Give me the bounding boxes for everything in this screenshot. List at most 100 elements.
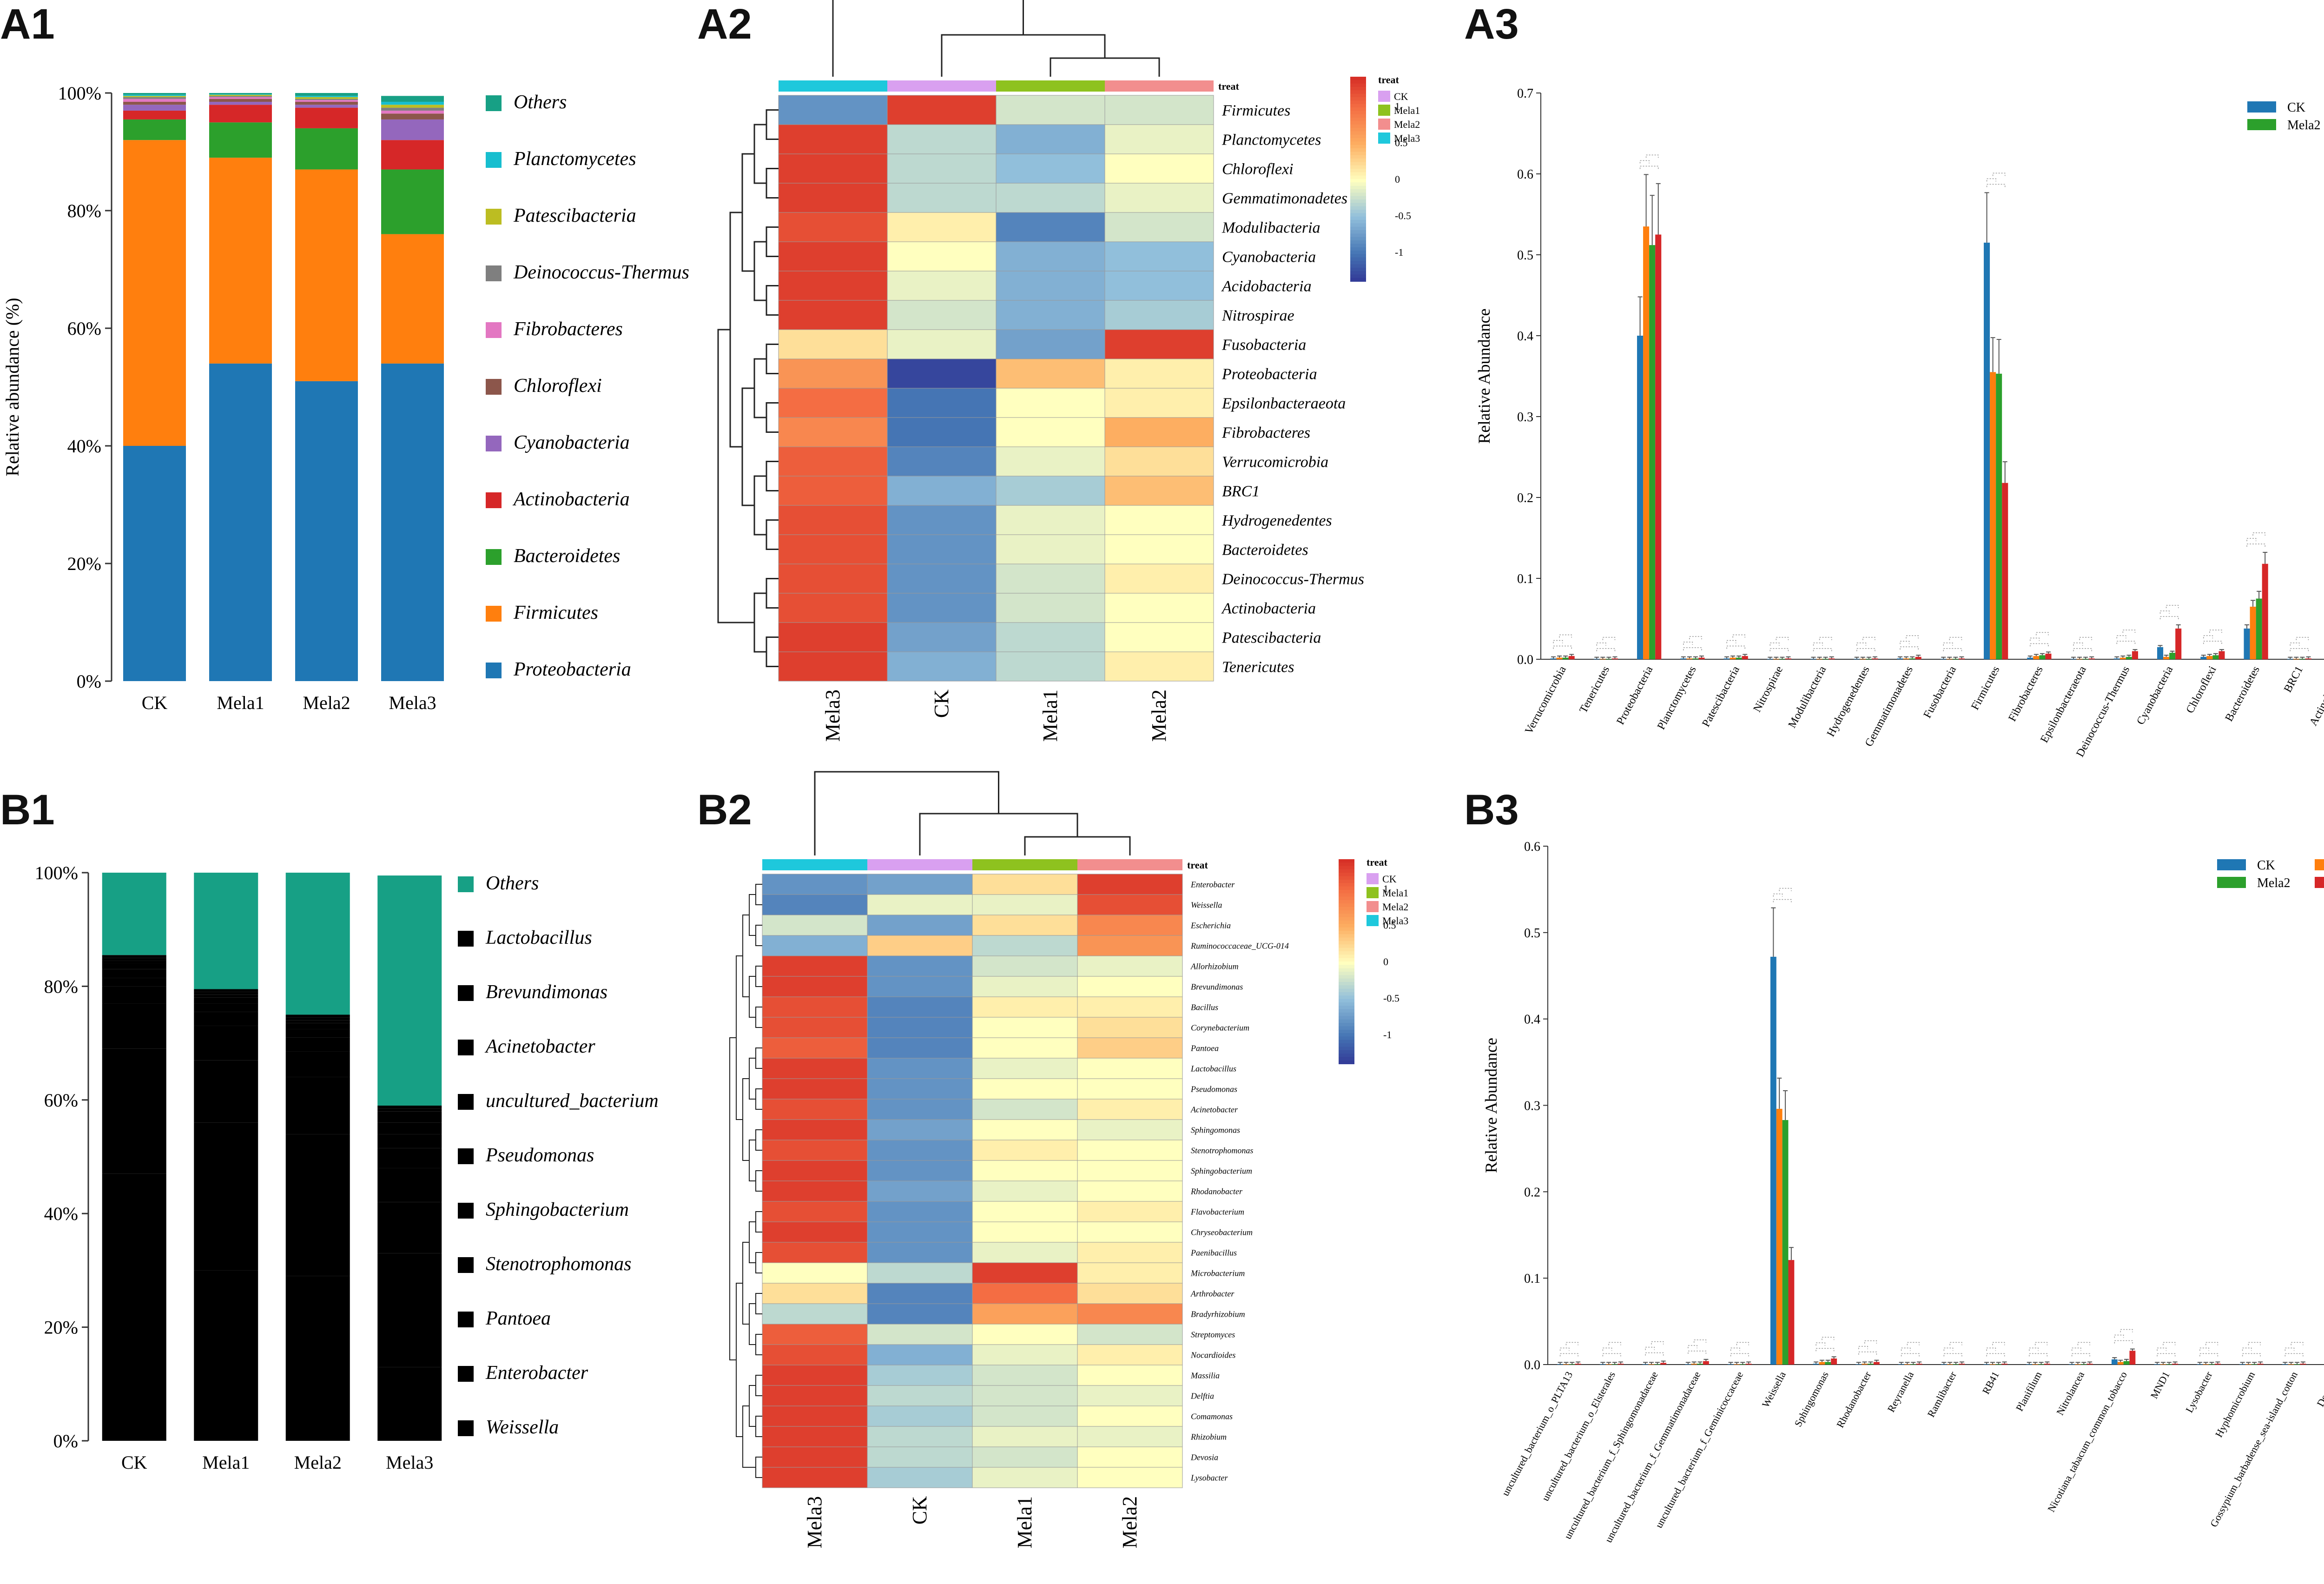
x-tick-label-brc1: BRC1 [2282, 664, 2305, 695]
y-tick-label: 0.7 [1517, 86, 1533, 101]
treat-bar-mela2 [1105, 80, 1214, 92]
y-tick-label: 0% [77, 671, 101, 692]
color-scale-step [1350, 203, 1366, 207]
row-label-epsilonbacteraeota: Epsilonbacteraeota [1221, 395, 1346, 412]
legend-label-proteobacteria: Proteobacteria [513, 659, 631, 680]
heat-cell [996, 563, 1105, 594]
bar-mela1 [2033, 656, 2040, 659]
legend-label-cyanobacteria: Cyanobacteria [514, 432, 630, 453]
color-scale-step [1339, 1036, 1354, 1041]
legend-swatch-deinococcus-thermus [486, 265, 502, 281]
heat-cell [762, 1405, 868, 1427]
heat-cell [762, 1426, 868, 1447]
heat-cell [867, 1221, 973, 1243]
color-scale-step [1350, 240, 1366, 245]
significance-bracket [2246, 538, 2257, 542]
legend-swatch-others [486, 95, 502, 111]
heat-cell [762, 1140, 868, 1161]
bar-segment-actinobacteria [209, 105, 272, 123]
x-tick-label-cyanobacteria: Cyanobacteria [2134, 664, 2175, 727]
color-scale-step [1339, 941, 1354, 945]
heat-cell [762, 1058, 868, 1079]
row-dendrogram [766, 109, 779, 140]
treat-legend-label-mela1: Mela1 [1382, 887, 1408, 899]
heat-cell [1077, 1262, 1183, 1284]
heat-cell [1104, 124, 1214, 154]
row-label-planctomycetes: Planctomycetes [1221, 131, 1321, 148]
significance-bracket [1856, 648, 1875, 651]
bar-segment-others [102, 873, 166, 955]
color-scale-step [1339, 873, 1354, 877]
color-scale-tick: 0 [1383, 956, 1388, 968]
color-scale-step [1339, 1043, 1354, 1047]
bar-segment-sphingobacterium [102, 978, 166, 987]
heat-cell [867, 1140, 973, 1161]
y-tick-label: 0.3 [1524, 1099, 1540, 1113]
bar-segment-bacteroidetes [209, 122, 272, 158]
col-label-mela2: Mela2 [1148, 689, 1170, 742]
heat-cell [887, 241, 997, 272]
treat-legend-swatch-ck [1367, 873, 1379, 884]
bar-ck [1728, 1364, 1734, 1365]
heat-cell [996, 534, 1105, 564]
bar-segment-enterobacter [285, 1134, 350, 1276]
heat-cell [887, 300, 997, 330]
legend-label-stenotrophomonas: Stenotrophomonas [486, 1253, 631, 1275]
row-label-lactobacillus: Lactobacillus [1190, 1064, 1236, 1073]
bar-segment-deinococcus-thermus [381, 107, 444, 111]
bar-mela2 [2126, 656, 2132, 659]
y-tick-label: 20% [44, 1317, 78, 1338]
row-label-bradyrhizobium: Bradyrhizobium [1191, 1309, 1245, 1319]
heat-cell [972, 1283, 1078, 1304]
row-dendrogram [766, 519, 779, 550]
significance-bracket [2036, 632, 2049, 636]
bar-mela2 [1910, 1364, 1916, 1365]
heat-cell [762, 935, 868, 956]
color-scale-step [1350, 257, 1366, 261]
heat-cell [1104, 622, 1214, 652]
x-tick-label-actinobacteria: Actinobacteria [2307, 664, 2324, 728]
heat-cell [972, 915, 1078, 936]
bar-mela3 [1785, 658, 1791, 659]
x-tick-label-gossypium-barbadense-sea-island-cotton: Gossypium_barbadense_sea-island_cotton [2208, 1370, 2300, 1529]
heat-cell [762, 1283, 868, 1304]
heat-cell [887, 95, 997, 125]
row-dendrogram [755, 1334, 762, 1355]
significance-bracket [1900, 641, 1910, 644]
bar-mela2 [1739, 1364, 1746, 1365]
heat-cell [867, 955, 973, 977]
x-tick-label-gemmatimonadetes: Gemmatimonadetes [1863, 664, 1915, 749]
significance-bracket [2242, 1347, 2252, 1351]
legend-swatch-uncultured-bacterium [458, 1094, 474, 1110]
heat-cell [867, 1426, 973, 1447]
color-scale-step [1350, 159, 1366, 163]
heat-cell [867, 1467, 973, 1488]
heatmap-b2: treat Enterobacter Weissella Escherichia Rum… [729, 771, 1408, 1548]
row-label-enterobacter: Enterobacter [1190, 880, 1235, 889]
panel-label-b1: B1 [0, 786, 55, 834]
row-dendrogram [755, 1375, 762, 1396]
bar-ck [1770, 956, 1776, 1365]
bar-mela2 [1654, 1364, 1661, 1365]
panel-label-a1: A1 [0, 0, 55, 48]
heat-cell [996, 153, 1105, 184]
bar-mela2 [2212, 655, 2219, 659]
heat-cell [972, 1344, 1078, 1365]
row-dendrogram [753, 241, 766, 301]
color-scale-step [1350, 141, 1366, 146]
heat-cell [972, 1099, 1078, 1120]
bar-mela2 [1782, 1120, 1789, 1365]
row-label-nocardioides: Nocardioides [1190, 1350, 1235, 1359]
bar-mela3 [2045, 653, 2052, 659]
col-label-mela2: Mela2 [1118, 1496, 1141, 1548]
color-scale-step [1339, 1057, 1354, 1061]
color-scale-step [1350, 111, 1366, 115]
bar-mela3 [1742, 656, 1748, 659]
heat-cell [1104, 476, 1214, 506]
heat-cell [778, 505, 888, 535]
color-scale-tick: -0.5 [1383, 993, 1400, 1004]
bar-mela2 [2080, 1364, 2087, 1365]
bar-segment-brevundimonas [102, 958, 166, 961]
bar-ck [1557, 1364, 1564, 1365]
color-scale-step [1350, 134, 1366, 139]
